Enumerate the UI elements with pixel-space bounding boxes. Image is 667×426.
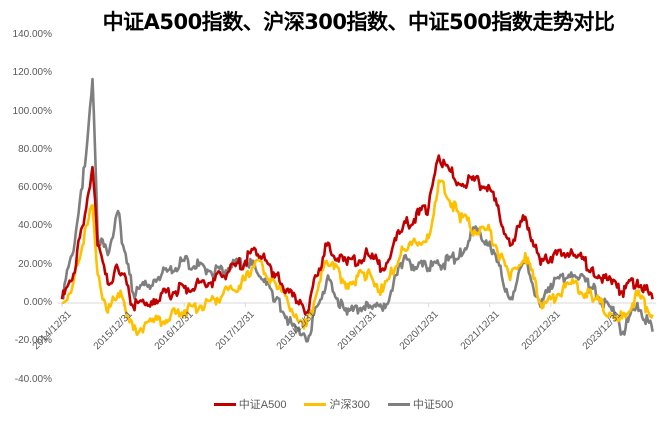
legend-item-csi-a500[interactable]: 中证A500	[213, 396, 287, 412]
y-tick-label: 60.00%	[18, 182, 52, 194]
y-tick-label: -40.00%	[14, 373, 52, 385]
y-tick-label: -20.00%	[14, 335, 52, 347]
series-line-1	[61, 179, 654, 337]
y-tick-label: 120.00%	[12, 67, 52, 79]
y-tick-label: 80.00%	[18, 143, 52, 155]
legend-label: 沪深300	[329, 399, 370, 411]
series-line-2	[61, 77, 654, 343]
y-tick-label: 100.00%	[12, 105, 52, 117]
chart-title: 中证A500指数、沪深300指数、中证500指数走势对比	[102, 10, 615, 34]
legend-label: 中证A500	[238, 399, 287, 411]
y-tick-label: 20.00%	[18, 258, 52, 270]
legend-item-csi-500[interactable]: 中证500	[387, 396, 454, 412]
legend-item-csi-300[interactable]: 沪深300	[304, 396, 370, 412]
legend: 中证A500 沪深300 中证500	[0, 396, 667, 412]
legend-swatch-gray	[387, 402, 410, 406]
legend-swatch-red	[213, 402, 236, 406]
y-tick-label: 140.00%	[12, 29, 52, 40]
series-line-0	[60, 154, 654, 316]
y-tick-label: 40.00%	[18, 220, 52, 232]
y-tick-label: 0.00%	[23, 297, 52, 308]
series-lines	[60, 77, 654, 343]
legend-swatch-yellow	[304, 402, 327, 406]
legend-label: 中证500	[412, 399, 454, 411]
